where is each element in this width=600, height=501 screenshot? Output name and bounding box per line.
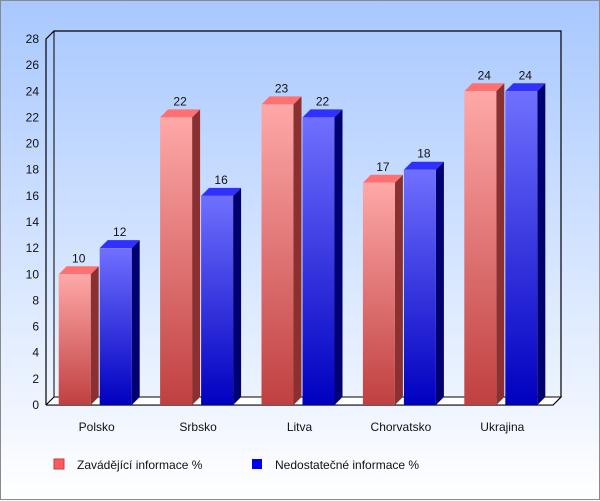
bar-side <box>394 174 403 405</box>
data-label: 12 <box>113 225 127 239</box>
data-label: 22 <box>173 94 187 108</box>
data-label: 16 <box>214 173 228 187</box>
bar-side <box>90 266 99 405</box>
bar-side <box>435 161 444 405</box>
legend-swatch <box>53 458 65 470</box>
y-tick-label: 20 <box>26 137 40 151</box>
bar-top <box>58 266 99 275</box>
data-label: 24 <box>478 68 492 82</box>
bar-top <box>362 174 403 183</box>
bar-side <box>192 109 201 405</box>
bar <box>160 109 201 405</box>
legend-label: Nedostatečné informace % <box>275 458 419 472</box>
bar-top <box>403 161 444 170</box>
y-tick-label: 26 <box>26 58 40 72</box>
bar-side <box>131 240 140 405</box>
bar-side <box>334 109 343 405</box>
x-tick-label: Ukrajina <box>480 420 524 434</box>
bar-front <box>58 274 91 405</box>
bar-side <box>293 96 302 405</box>
bar <box>403 161 444 405</box>
bar-top <box>261 96 302 105</box>
bar-side <box>233 187 242 405</box>
y-tick-label: 12 <box>26 241 40 255</box>
bar <box>302 109 343 405</box>
data-label: 17 <box>376 160 390 174</box>
bar-front <box>403 169 436 405</box>
bar-front <box>464 91 497 406</box>
bar-front <box>362 182 395 405</box>
data-label: 24 <box>519 68 533 82</box>
bar-front <box>302 117 335 405</box>
bar <box>99 240 140 405</box>
bar <box>261 96 302 405</box>
bar-top <box>505 83 546 92</box>
bar <box>464 83 505 406</box>
x-tick-label: Srbsko <box>179 420 217 434</box>
bar-front <box>505 91 538 406</box>
bar-top <box>99 240 140 249</box>
bar <box>362 174 403 405</box>
y-tick-label: 4 <box>32 346 39 360</box>
bar <box>505 83 546 406</box>
bar <box>58 266 99 405</box>
y-tick-label: 2 <box>32 372 39 386</box>
y-tick-label: 18 <box>26 163 40 177</box>
bar-front <box>160 117 193 405</box>
legend-swatch <box>252 459 262 469</box>
y-tick-label: 14 <box>26 215 40 229</box>
x-tick-label: Polsko <box>79 420 115 434</box>
bar-side <box>537 83 546 406</box>
bar-front <box>261 104 294 405</box>
y-tick-label: 10 <box>26 267 40 281</box>
y-tick-label: 8 <box>32 293 39 307</box>
y-tick-label: 22 <box>26 110 40 124</box>
x-tick-label: Chorvatsko <box>371 420 432 434</box>
y-tick-label: 16 <box>26 189 40 203</box>
y-tick-label: 28 <box>26 32 40 46</box>
bar-top <box>302 109 343 118</box>
data-label: 18 <box>417 147 431 161</box>
legend-label: Zavádějící informace % <box>77 458 203 472</box>
x-tick-label: Litva <box>287 420 313 434</box>
y-tick-label: 24 <box>26 84 40 98</box>
bar-front <box>99 248 132 405</box>
data-label: 10 <box>72 251 86 265</box>
bar-top <box>160 109 201 118</box>
data-label: 22 <box>316 94 330 108</box>
bar-front <box>201 195 234 405</box>
bar <box>201 187 242 405</box>
bar-top <box>464 83 505 92</box>
bar-side <box>496 83 505 406</box>
y-tick-label: 0 <box>32 398 39 412</box>
bar-top <box>201 187 242 196</box>
y-tick-label: 6 <box>32 320 39 334</box>
data-label: 23 <box>275 81 289 95</box>
